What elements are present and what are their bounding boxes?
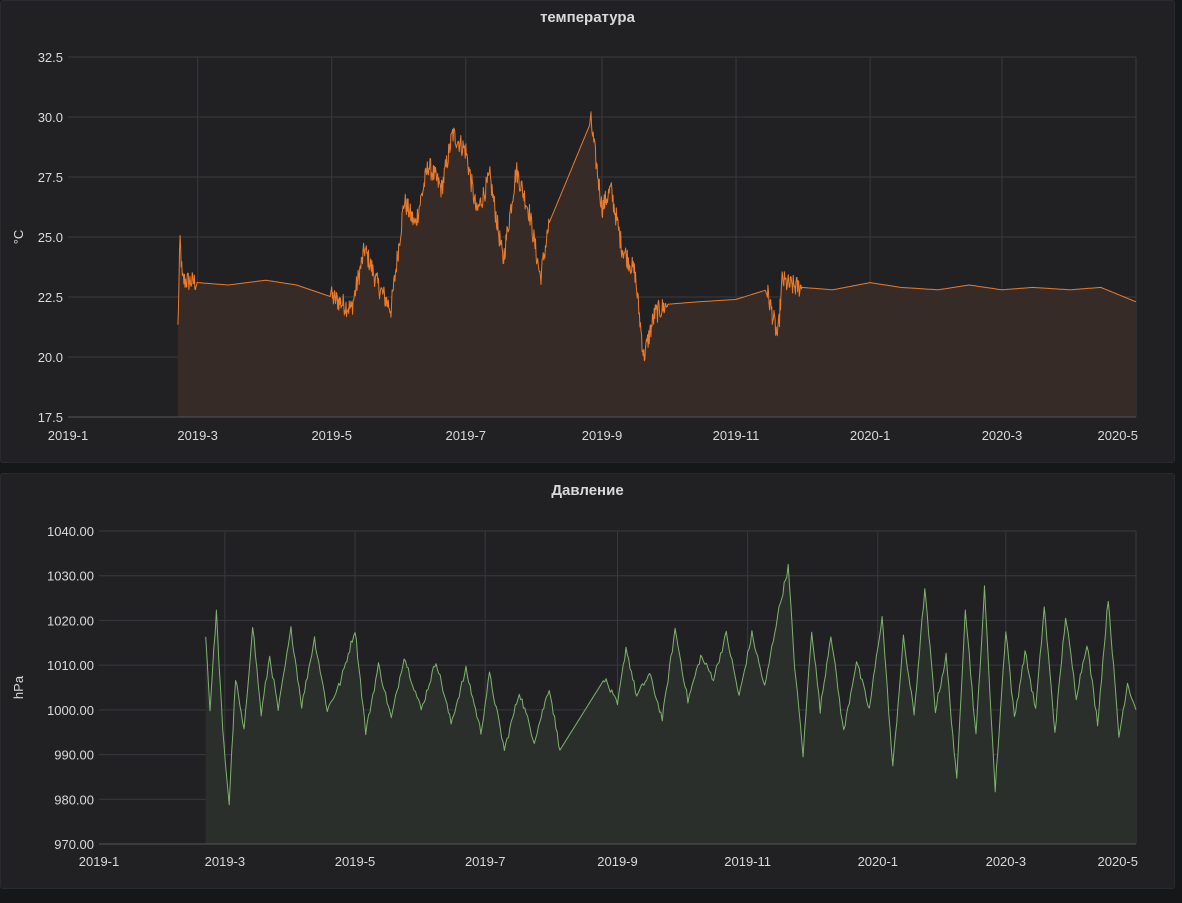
temperature-chart: 17.5 20.0 22.5 25.0 27.5 30.0 32.5 2019-1 2019-3… bbox=[11, 50, 1138, 443]
x-tick-label: 2019-1 bbox=[79, 854, 119, 869]
pressure-chart: 970.00 980.00 990.00 1000.00 1010.00 1020.00 1… bbox=[11, 524, 1138, 869]
y-tick-label: 20.0 bbox=[38, 350, 63, 365]
panel-title[interactable]: Давление bbox=[551, 482, 624, 499]
x-tick-label: 2019-7 bbox=[446, 428, 486, 443]
y-tick-label: 1000.00 bbox=[47, 703, 94, 718]
y-tick-label: 25.0 bbox=[38, 230, 63, 245]
y-tick-label: 1040.00 bbox=[47, 524, 94, 539]
x-tick-label: 2019-7 bbox=[465, 854, 505, 869]
x-tick-label: 2019-5 bbox=[335, 854, 375, 869]
x-tick-label: 2019-3 bbox=[177, 428, 217, 443]
x-tick-label: 2020-5 bbox=[1098, 854, 1138, 869]
y-axis-label: °C bbox=[11, 230, 26, 245]
series-line bbox=[205, 563, 1137, 806]
y-axis-label: hPa bbox=[11, 675, 26, 699]
x-tick-label: 2020-1 bbox=[858, 854, 898, 869]
y-tick-label: 30.0 bbox=[38, 110, 63, 125]
y-tick-label: 27.5 bbox=[38, 170, 63, 185]
x-tick-label: 2019-9 bbox=[582, 428, 622, 443]
x-tick-label: 2020-3 bbox=[986, 854, 1026, 869]
x-tick-label: 2019-5 bbox=[311, 428, 351, 443]
x-tick-label: 2020-1 bbox=[850, 428, 890, 443]
y-tick-label: 32.5 bbox=[38, 50, 63, 65]
x-tick-label: 2020-3 bbox=[982, 428, 1022, 443]
temperature-panel: температура 17.5 20.0 22.5 25.0 27.5 30.0 32.5… bbox=[0, 0, 1175, 463]
panel-title[interactable]: температура bbox=[540, 9, 635, 26]
y-tick-label: 17.5 bbox=[38, 410, 63, 425]
x-tick-label: 2019-1 bbox=[48, 428, 88, 443]
x-tick-label: 2019-9 bbox=[597, 854, 637, 869]
x-tick-label: 2020-5 bbox=[1098, 428, 1138, 443]
series-area-fill bbox=[205, 564, 1136, 844]
pressure-panel: Давление 970.00 980.00 990.00 1000.00 1010.0… bbox=[0, 473, 1175, 889]
x-tick-label: 2019-11 bbox=[724, 854, 771, 869]
y-tick-label: 990.00 bbox=[54, 748, 94, 763]
series-area-fill bbox=[177, 111, 1136, 418]
y-tick-label: 970.00 bbox=[54, 837, 94, 852]
series-line bbox=[177, 111, 1137, 362]
y-tick-label: 980.00 bbox=[54, 792, 94, 807]
x-tick-label: 2019-3 bbox=[205, 854, 245, 869]
x-tick-label: 2019-11 bbox=[713, 428, 760, 443]
y-tick-label: 22.5 bbox=[38, 290, 63, 305]
y-tick-label: 1010.00 bbox=[47, 658, 94, 673]
y-tick-label: 1030.00 bbox=[47, 569, 94, 584]
y-tick-label: 1020.00 bbox=[47, 613, 94, 628]
